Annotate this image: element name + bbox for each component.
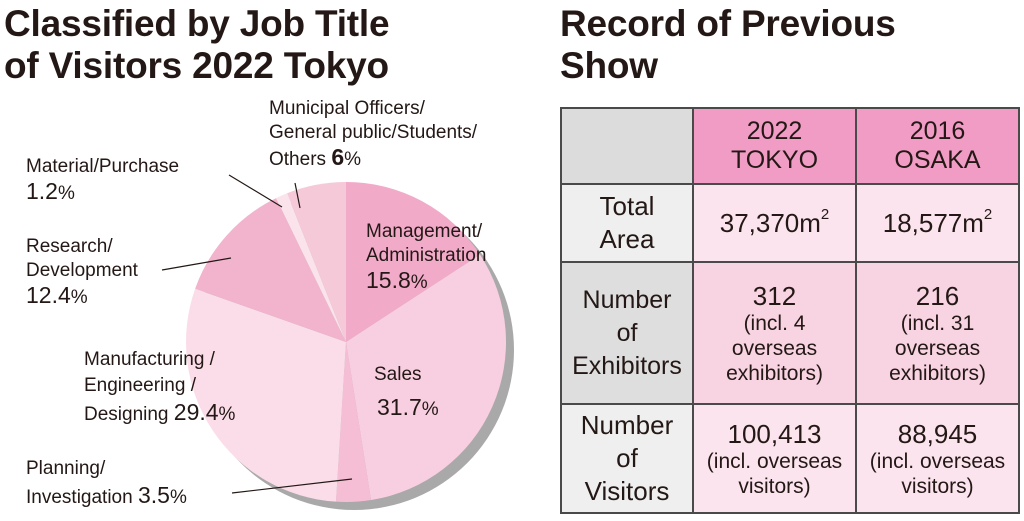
row-label-total-area: Total Area <box>560 183 694 263</box>
record-table: 2022 TOKYO 2016 OSAKA Total Area 37,370m… <box>560 107 1020 514</box>
title-line-2: Show <box>560 45 658 86</box>
header-empty-cell <box>560 107 694 185</box>
label-others: Municipal Officers/ General public/Stude… <box>269 98 478 170</box>
row-label-visitors: Number of Visitors <box>560 403 694 514</box>
pie-slice-material <box>276 193 346 342</box>
title-line-1: Record of Previous <box>560 3 896 44</box>
pie-chart <box>161 174 514 510</box>
column-header-osaka: 2016 OSAKA <box>855 107 1020 185</box>
leader-line-others <box>294 182 301 209</box>
table-header-row: 2022 TOKYO 2016 OSAKA <box>560 107 1020 185</box>
pie-slices <box>186 182 506 502</box>
title-line-2: of Visitors 2022 Tokyo <box>4 45 389 86</box>
cell-value: 100,413 (incl. overseas visitors) <box>692 403 857 514</box>
pie-slice-sales <box>346 254 506 501</box>
label-sales: Sales 31.7% <box>374 364 439 420</box>
row-label-exhibitors: Number of Exhibitors <box>560 261 694 405</box>
leader-line-material <box>228 174 283 208</box>
pie-slice-research <box>195 198 346 342</box>
cell-value: 37,370m2 <box>692 183 857 263</box>
pie-chart-title: Classified by Job Title of Visitors 2022… <box>4 3 544 87</box>
cell-value: 18,577m2 <box>855 183 1020 263</box>
label-management: Management/ Administration 15.8% <box>366 221 487 293</box>
table-row: Number of Visitors 100,413 (incl. overse… <box>560 403 1020 514</box>
cell-value: 216 (incl. 31 overseas exhibitors) <box>855 261 1020 405</box>
label-research: Research/ Development 12.4% <box>26 236 138 308</box>
cell-value: 312 (incl. 4 overseas exhibitors) <box>692 261 857 405</box>
leader-line-research <box>161 257 232 271</box>
pie-slice-planning <box>335 342 372 502</box>
leader-lines <box>161 174 353 494</box>
label-planning: Planning/ Investigation 3.5% <box>26 458 187 508</box>
leader-line-planning <box>231 478 353 494</box>
cell-value: 88,945 (incl. overseas visitors) <box>855 403 1020 514</box>
table-row: Total Area 37,370m2 18,577m2 <box>560 183 1020 263</box>
title-line-1: Classified by Job Title <box>4 3 390 44</box>
column-header-tokyo: 2022 TOKYO <box>692 107 857 185</box>
label-manufacturing: Manufacturing / Engineering / Designing … <box>84 349 236 425</box>
pie-slice-others <box>287 182 346 342</box>
table-row: Number of Exhibitors 312 (incl. 4 overse… <box>560 261 1020 405</box>
pie-slice-manufacturing <box>186 288 346 502</box>
table-title: Record of Previous Show <box>560 3 1020 87</box>
label-material: Material/Purchase 1.2% <box>26 156 180 204</box>
pie-slice-management <box>346 182 480 342</box>
